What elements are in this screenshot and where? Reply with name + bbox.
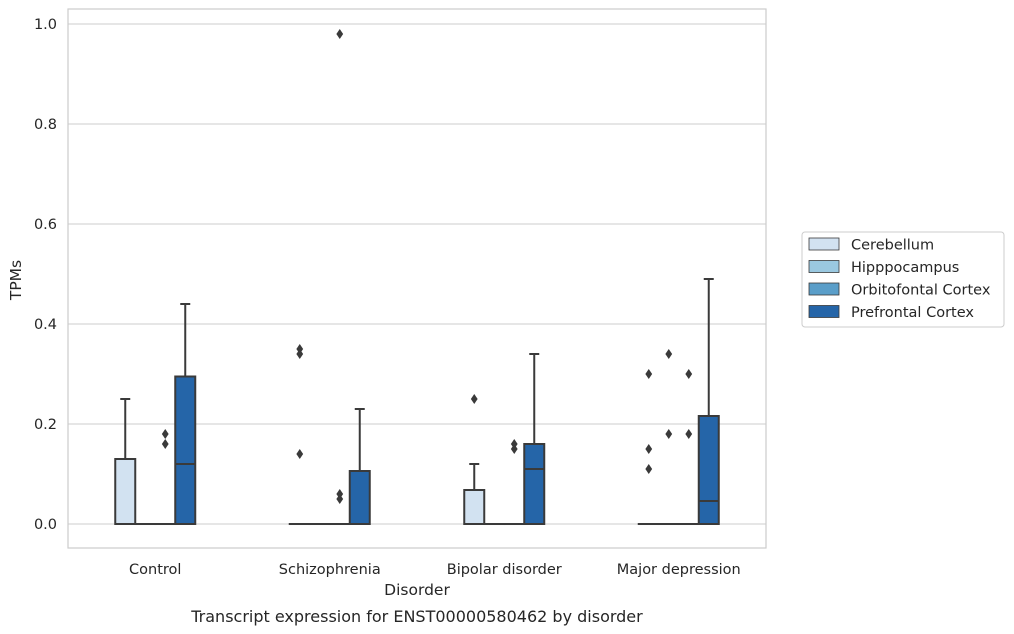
outlier-point [161, 429, 169, 439]
box-group [174, 303, 197, 525]
box-group [288, 344, 311, 526]
box-group [154, 429, 177, 526]
box [348, 470, 371, 525]
x-tick-label: Control [129, 562, 181, 578]
box [523, 443, 546, 525]
box-group [677, 369, 700, 526]
x-tick-label: Major depression [617, 562, 741, 578]
box-group [114, 398, 137, 525]
legend-frame [801, 231, 1005, 328]
outlier-point [296, 349, 304, 359]
y-tick-label: 0.0 [34, 517, 57, 533]
box [114, 458, 137, 525]
y-tick-label: 0.4 [34, 317, 57, 333]
box-group [697, 278, 720, 525]
legend-swatch [808, 260, 840, 273]
box-group [463, 394, 486, 525]
grid-lines [68, 23, 766, 525]
plot-frame [67, 8, 767, 549]
boxes [114, 29, 720, 526]
legend-swatch [808, 282, 840, 296]
legend-label: Cerebellum [851, 238, 934, 254]
legend-item: Cerebellum [808, 237, 934, 254]
legend-item: Orbitofontal Cortex [808, 282, 991, 299]
y-tick-label: 0.6 [34, 217, 57, 233]
x-tick-label: Schizophrenia [279, 562, 381, 578]
outlier-point [665, 429, 673, 439]
legend-label: Orbitofontal Cortex [851, 283, 991, 299]
outlier-point [510, 444, 518, 454]
outlier-point [161, 439, 169, 449]
outlier-point [296, 449, 304, 459]
y-tick-labels: 0.0 0.2 0.4 0.6 0.8 1.0 [34, 17, 57, 533]
x-tick-labels: Control Schizophrenia Bipolar disorder Majo… [129, 562, 741, 578]
y-tick-label: 1.0 [34, 17, 57, 33]
outlier-point [645, 444, 653, 454]
box-group [637, 369, 660, 526]
y-tick-label: 0.8 [34, 117, 57, 133]
outlier-point [645, 464, 653, 474]
legend-item: Prefrontal Cortex [808, 305, 974, 321]
y-axis-title: TPMs [7, 260, 25, 301]
box-group [328, 29, 351, 526]
outlier-point [685, 369, 693, 379]
outlier-point [470, 394, 478, 404]
chart-caption: Transcript expression for ENST0000058046… [190, 607, 643, 626]
legend-label: Prefrontal Cortex [851, 305, 974, 321]
box [174, 375, 197, 525]
legend-label: Hipppocampus [851, 260, 959, 276]
legend-swatch [808, 305, 840, 318]
x-axis-title: Disorder [384, 581, 450, 599]
box-group [348, 408, 371, 525]
y-tick-label: 0.2 [34, 417, 57, 433]
outlier-point [665, 349, 673, 359]
box-group [503, 439, 526, 526]
outlier-point [336, 494, 344, 504]
legend-swatch [808, 237, 840, 251]
legend: Cerebellum Hipppocampus Orbitofontal Corte… [801, 231, 1005, 328]
outlier-point [685, 429, 693, 439]
outlier-point [336, 29, 344, 39]
box [463, 489, 486, 525]
box-group [523, 353, 546, 525]
box [697, 415, 720, 525]
x-tick-label: Bipolar disorder [447, 562, 562, 578]
legend-item: Hipppocampus [808, 260, 959, 276]
outlier-point [645, 369, 653, 379]
box-group [657, 349, 680, 526]
